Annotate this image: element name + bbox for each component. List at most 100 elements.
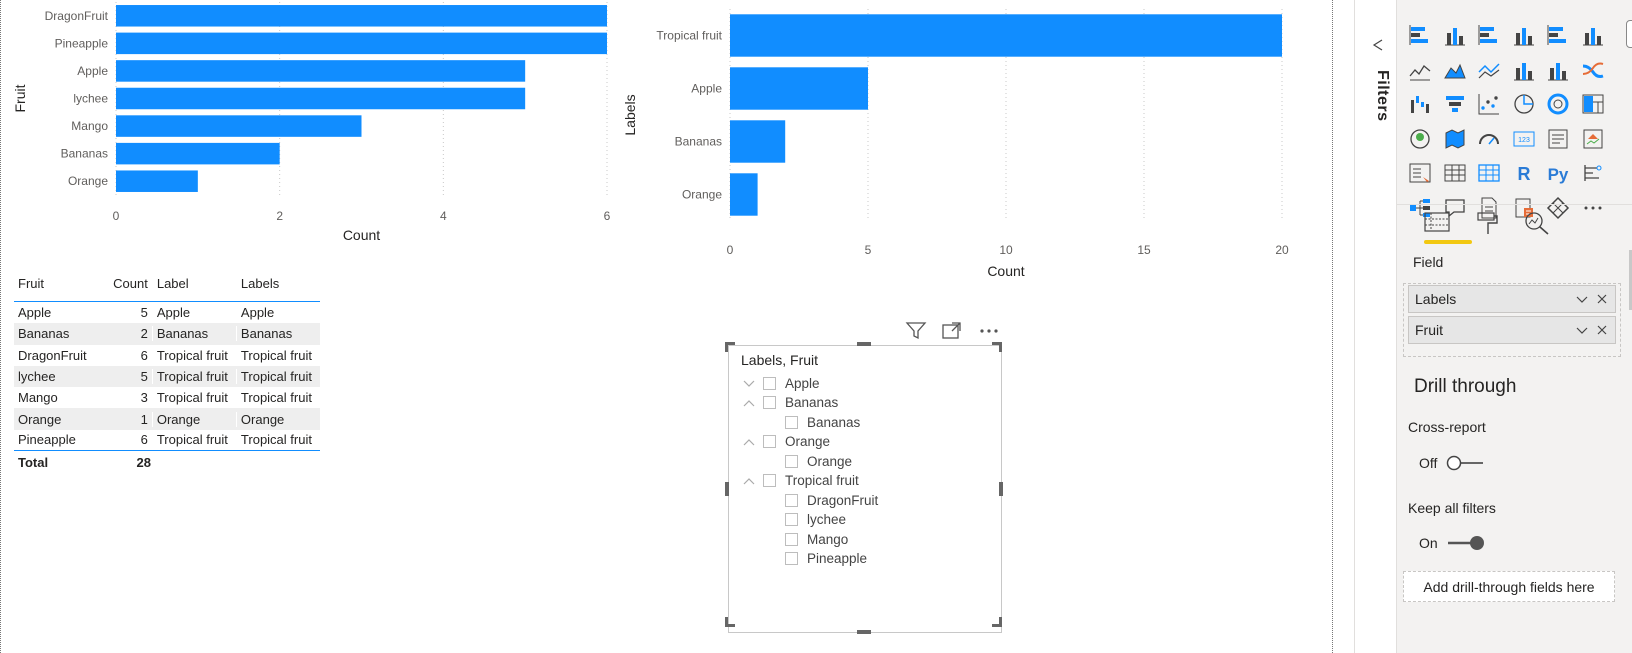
bar[interactable] (730, 173, 758, 216)
table-row[interactable]: Apple 5 Apple Apple (14, 302, 320, 323)
header-labels[interactable]: Labels (235, 276, 320, 291)
paginated-report-icon[interactable] (1507, 191, 1542, 226)
more-options-icon[interactable] (977, 321, 1001, 341)
slicer-icon[interactable] (1403, 156, 1438, 191)
fields-tab-icon[interactable] (1423, 210, 1451, 236)
multi-row-card-icon[interactable] (1541, 122, 1576, 157)
stacked-column-chart-icon[interactable] (1438, 18, 1473, 53)
checkbox[interactable] (785, 552, 798, 565)
qna-icon[interactable] (1438, 191, 1473, 226)
resize-handle[interactable] (725, 624, 735, 627)
clustered-column-chart-icon[interactable] (1507, 18, 1542, 53)
table-row[interactable]: Pineapple 6 Tropical fruit Tropical fruit (14, 430, 320, 452)
checkbox[interactable] (763, 435, 776, 448)
keep-all-filters-toggle[interactable]: On (1419, 535, 1486, 551)
funnel-icon[interactable] (1438, 87, 1473, 122)
stacked-area-chart-icon[interactable] (1472, 53, 1507, 88)
bar[interactable] (116, 87, 526, 110)
bar[interactable] (116, 142, 280, 165)
table-row[interactable]: DragonFruit 6 Tropical fruit Tropical fruit (14, 345, 320, 366)
bar[interactable] (116, 115, 362, 137)
more-visuals-icon[interactable] (1576, 191, 1611, 226)
toggle-switch-off[interactable] (1445, 455, 1485, 471)
card-icon[interactable]: 123 (1507, 122, 1542, 157)
header-count[interactable]: Count (113, 276, 148, 291)
header-label[interactable]: Label (151, 276, 236, 291)
table-icon[interactable] (1438, 156, 1473, 191)
collapse-filters-icon[interactable] (1371, 38, 1385, 52)
bar[interactable] (730, 120, 786, 163)
filters-label[interactable]: Filters (1374, 70, 1391, 122)
bar[interactable] (116, 5, 607, 27)
field-pill-labels[interactable]: Labels (1408, 285, 1616, 313)
matrix-icon[interactable] (1472, 156, 1507, 191)
chevron-up-icon[interactable] (741, 396, 757, 410)
table-row[interactable]: Bananas 2 Bananas Bananas (14, 323, 320, 345)
resize-handle[interactable] (725, 342, 735, 345)
line-and-stacked-column-icon[interactable] (1507, 53, 1542, 88)
filters-pane-collapsed[interactable]: Filters (1354, 0, 1396, 653)
bar[interactable] (730, 67, 868, 110)
focus-mode-icon[interactable] (941, 321, 963, 341)
labels-count-bar-chart[interactable]: 0 5 10 15 20 Tropical fruit Apple Bananas Orange… (619, 0, 1299, 285)
table-row[interactable]: lychee 5 Tropical fruit Tropical fruit (14, 365, 320, 388)
close-icon[interactable] (1595, 323, 1609, 337)
line-and-clustered-column-icon[interactable] (1541, 53, 1576, 88)
table-row[interactable]: Orange 1 Orange Orange (14, 408, 320, 430)
slicer-group-item[interactable]: Orange (741, 433, 830, 451)
slicer-group-item[interactable]: Tropical fruit (741, 472, 859, 490)
chevron-up-icon[interactable] (741, 474, 757, 488)
scatter-chart-icon[interactable] (1472, 87, 1507, 122)
resize-handle[interactable] (725, 482, 729, 496)
table-row[interactable]: Mango 3 Tropical fruit Tropical fruit (14, 387, 320, 408)
stacked-bar-chart-icon[interactable] (1403, 18, 1438, 53)
filter-icon[interactable] (905, 321, 927, 341)
bar[interactable] (730, 14, 1282, 57)
chevron-down-icon[interactable] (1575, 292, 1589, 306)
slicer-child-item[interactable]: Pineapple (785, 550, 867, 568)
checkbox[interactable] (785, 454, 798, 468)
donut-chart-icon[interactable] (1541, 87, 1576, 122)
resize-handle[interactable] (857, 342, 871, 346)
slicer-group-item[interactable]: Apple (741, 374, 820, 392)
checkbox[interactable] (785, 513, 798, 526)
resize-handle[interactable] (725, 617, 728, 627)
area-chart-icon[interactable] (1438, 53, 1473, 88)
pie-chart-icon[interactable] (1507, 87, 1542, 122)
python-visual-icon[interactable]: Py (1541, 156, 1576, 191)
resize-handle[interactable] (725, 342, 728, 352)
header-fruit[interactable]: Fruit (18, 276, 44, 291)
chevron-down-icon[interactable] (741, 376, 757, 390)
resize-handle[interactable] (992, 342, 1002, 345)
format-paintroller-icon[interactable] (1475, 210, 1501, 236)
close-icon[interactable] (1595, 292, 1609, 306)
waterfall-chart-icon[interactable] (1403, 87, 1438, 122)
100-stacked-column-chart-icon[interactable] (1576, 18, 1611, 53)
resize-handle[interactable] (992, 624, 1002, 627)
chevron-up-icon[interactable] (741, 435, 757, 449)
ribbon-chart-icon[interactable] (1576, 53, 1611, 88)
slicer-child-item[interactable]: Bananas (785, 413, 860, 431)
slicer-child-item[interactable]: lychee (785, 511, 846, 529)
clustered-bar-chart-icon[interactable] (1472, 18, 1507, 53)
field-pill-fruit[interactable]: Fruit (1408, 316, 1616, 344)
resize-handle[interactable] (999, 482, 1003, 496)
smart-narrative-icon[interactable] (1472, 191, 1507, 226)
bar[interactable] (116, 170, 198, 192)
fruit-count-bar-chart[interactable]: 0 2 4 6 DragonFruit Pineapple Apple lychee Mango… (1, 0, 621, 250)
100-stacked-bar-chart-icon[interactable] (1541, 18, 1576, 53)
bar[interactable] (116, 60, 526, 82)
checkbox[interactable] (785, 493, 798, 507)
filled-map-icon[interactable] (1438, 122, 1473, 157)
r-script-visual-icon[interactable]: R (1507, 156, 1542, 191)
resize-handle[interactable] (857, 630, 871, 634)
fruit-table[interactable]: Fruit Count Label Labels Apple 5 Apple Appl… (14, 272, 320, 473)
checkbox[interactable] (763, 474, 776, 487)
line-chart-icon[interactable] (1403, 53, 1438, 88)
hierarchy-slicer[interactable]: Labels, Fruit Apple Bananas Bananas Orange O… (728, 345, 1002, 633)
drill-through-well[interactable]: Add drill-through fields here (1403, 571, 1615, 602)
toggle-switch-on[interactable] (1446, 535, 1486, 551)
resize-handle[interactable] (999, 342, 1002, 352)
scrollbar[interactable] (1629, 250, 1632, 310)
analytics-magnifier-icon[interactable] (1523, 210, 1551, 236)
